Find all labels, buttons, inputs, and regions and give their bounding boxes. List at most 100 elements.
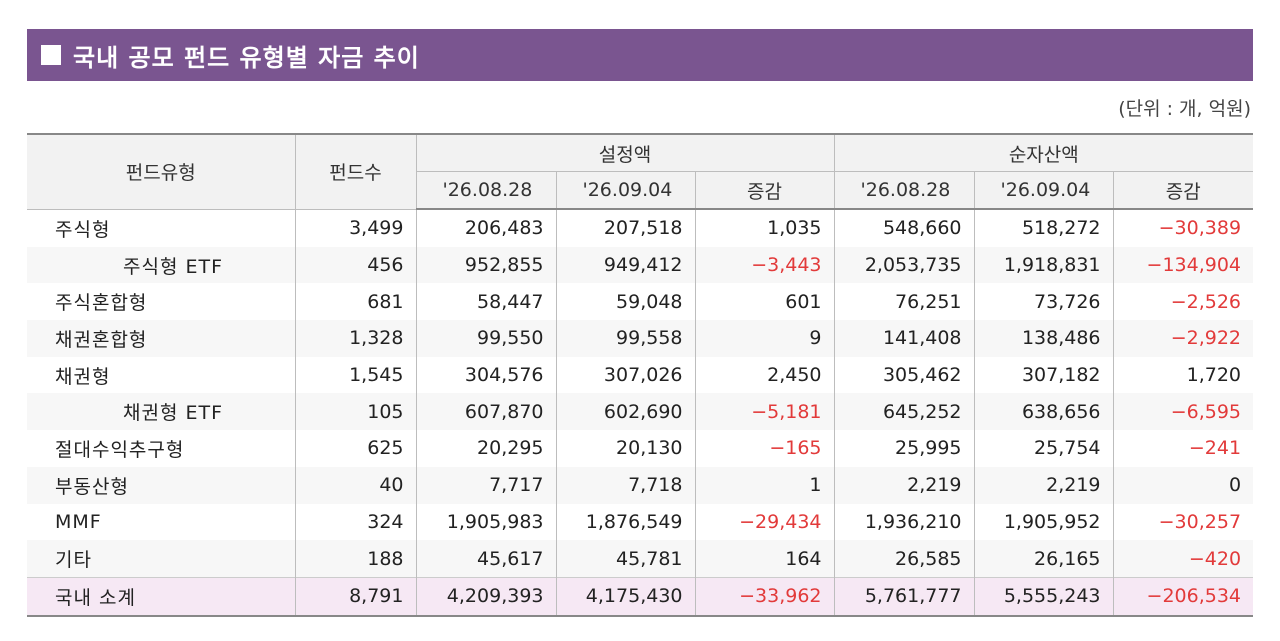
value-cell-sd: −3,443 — [694, 246, 835, 284]
value-cell-n1: 1,936,210 — [833, 503, 975, 541]
value-cell-s1: 304,576 — [415, 356, 556, 394]
fund-type-cell: 절대수익추구형 — [55, 438, 185, 461]
table-row: MMF 324 1,905,983 1,876,549 −29,434 1,936,210… — [27, 503, 1254, 541]
value-cell-sd: −165 — [694, 430, 835, 467]
value-cell-s1: 99,550 — [415, 320, 556, 357]
fund-table: 펀드유형 펀드수 설정액 순자산액 '26.08.28 '26.09.04 증감… — [27, 133, 1254, 617]
fund-type-cell: 채권혼합형 — [27, 320, 295, 357]
value-cell-count: 40 — [294, 466, 416, 504]
table-row: 채권혼합형 1,328 99,550 99,558 9 141,408 138,486 −2,… — [27, 320, 1254, 357]
value-cell-nd: −206,534 — [1112, 576, 1254, 617]
value-cell-s1: 607,870 — [415, 393, 556, 431]
value-cell-nd: −6,595 — [1112, 393, 1254, 431]
value-cell-n2: 73,726 — [973, 283, 1114, 321]
table-row: 주식형 3,499 206,483 207,518 1,035 548,660 518,27… — [27, 209, 1254, 247]
value-cell-count: 681 — [294, 283, 416, 321]
value-cell-n2: 2,219 — [973, 466, 1114, 504]
value-cell-s2: 7,718 — [555, 466, 695, 504]
value-cell-n2: 1,918,831 — [973, 246, 1114, 284]
value-cell-s1: 58,447 — [415, 283, 556, 321]
value-cell-n1: 645,252 — [833, 393, 975, 431]
table-row: 주식혼합형 681 58,447 59,048 601 76,251 73,726 −2,52… — [27, 283, 1254, 321]
header-fund-count: 펀드수 — [294, 133, 416, 210]
value-cell-sd: −29,434 — [694, 503, 835, 541]
value-cell-n1: 26,585 — [833, 540, 975, 578]
square-bullet-icon — [41, 45, 61, 65]
value-cell-s1: 20,295 — [415, 430, 556, 467]
table-row: 채권형 1,545 304,576 307,026 2,450 305,462 307,18… — [27, 356, 1254, 394]
fund-type-cell: 주식혼합형 — [55, 292, 148, 315]
fund-type-cell: 기타 — [27, 540, 295, 578]
fund-type-cell: 부동산형 — [27, 466, 295, 504]
value-cell-n2: 307,182 — [973, 356, 1114, 394]
table-row: 절대수익추구형 625 20,295 20,130 −165 25,995 25,754 −2… — [27, 430, 1254, 467]
value-cell-count: 8,791 — [294, 576, 416, 617]
value-cell-count: 456 — [294, 246, 416, 284]
value-cell-sd: 601 — [694, 283, 835, 321]
value-cell-n1: 548,660 — [833, 209, 975, 247]
total-row: 국내 소계 8,791 4,209,393 4,175,430 −33,962 5,761… — [27, 576, 1254, 617]
value-cell-n2: 26,165 — [973, 540, 1114, 578]
value-cell-s2: 1,876,549 — [555, 503, 695, 541]
value-cell-nd: −420 — [1112, 540, 1254, 578]
value-cell-sd: −5,181 — [694, 393, 835, 431]
value-cell-s2: 949,412 — [555, 246, 695, 284]
value-cell-n1: 141,408 — [833, 320, 975, 357]
header-fund-type: 펀드유형 — [27, 133, 295, 210]
value-cell-n2: 518,272 — [973, 209, 1114, 247]
value-cell-nd: −30,257 — [1112, 503, 1254, 541]
value-cell-s1: 45,617 — [415, 540, 556, 578]
value-cell-s2: 20,130 — [555, 430, 695, 467]
value-cell-nd: −30,389 — [1112, 209, 1254, 247]
fund-type-cell: 국내 소계 — [27, 576, 295, 617]
value-cell-n1: 2,219 — [833, 466, 975, 504]
unit-label: (단위 : 개, 억원) — [1118, 98, 1251, 120]
value-cell-n1: 2,053,735 — [833, 246, 975, 284]
value-cell-s1: 4,209,393 — [415, 576, 556, 617]
value-cell-n2: 1,905,952 — [973, 503, 1114, 541]
table-row: 채권형 ETF 105 607,870 602,690 −5,181 645,252 638… — [27, 393, 1254, 431]
value-cell-s2: 45,781 — [555, 540, 695, 578]
value-cell-s1: 1,905,983 — [415, 503, 556, 541]
value-cell-sd: −33,962 — [694, 576, 835, 617]
value-cell-s2: 4,175,430 — [555, 576, 695, 617]
value-cell-sd: 9 — [694, 320, 835, 357]
header-setup: 설정액 — [415, 133, 835, 172]
table-row: 기타 188 45,617 45,781 164 26,585 26,165 −420 — [27, 540, 1254, 578]
header-net-assets: 순자산액 — [833, 133, 1254, 172]
value-cell-s2: 59,048 — [555, 283, 695, 321]
value-cell-s1: 206,483 — [415, 209, 556, 247]
value-cell-count: 188 — [294, 540, 416, 578]
value-cell-nd: 1,720 — [1112, 356, 1254, 394]
title-bar: 국내 공모 펀드 유형별 자금 추이 — [27, 29, 1253, 81]
header-setup-date1: '26.08.28 — [415, 171, 556, 210]
header-setup-change: 증감 — [694, 171, 835, 210]
header-setup-date2: '26.09.04 — [555, 171, 695, 210]
value-cell-s2: 99,558 — [555, 320, 695, 357]
value-cell-nd: −2,922 — [1112, 320, 1254, 357]
value-cell-n1: 305,462 — [833, 356, 975, 394]
fund-type-cell: 채권형 — [55, 365, 111, 388]
fund-type-cell: MMF — [55, 510, 102, 533]
table-row: 주식형 ETF 456 952,855 949,412 −3,443 2,053,735 1… — [27, 246, 1254, 284]
value-cell-sd: 1 — [694, 466, 835, 504]
fund-type-cell: 채권형 ETF — [27, 393, 295, 431]
fund-type-cell: 주식형 ETF — [27, 246, 295, 284]
value-cell-s1: 952,855 — [415, 246, 556, 284]
value-cell-s2: 602,690 — [555, 393, 695, 431]
header-net-date2: '26.09.04 — [973, 171, 1114, 210]
value-cell-s1: 7,717 — [415, 466, 556, 504]
value-cell-count: 105 — [294, 393, 416, 431]
value-cell-nd: −134,904 — [1112, 246, 1254, 284]
value-cell-s2: 307,026 — [555, 356, 695, 394]
value-cell-n2: 138,486 — [973, 320, 1114, 357]
value-cell-s2: 207,518 — [555, 209, 695, 247]
value-cell-sd: 1,035 — [694, 209, 835, 247]
table-row: 부동산형 40 7,717 7,718 1 2,219 2,219 0 — [27, 466, 1254, 504]
value-cell-nd: −241 — [1112, 430, 1254, 467]
value-cell-count: 3,499 — [294, 209, 416, 247]
value-cell-count: 1,545 — [294, 356, 416, 394]
value-cell-n1: 76,251 — [833, 283, 975, 321]
page-title: 국내 공모 펀드 유형별 자금 추이 — [73, 43, 420, 72]
value-cell-count: 1,328 — [294, 320, 416, 357]
